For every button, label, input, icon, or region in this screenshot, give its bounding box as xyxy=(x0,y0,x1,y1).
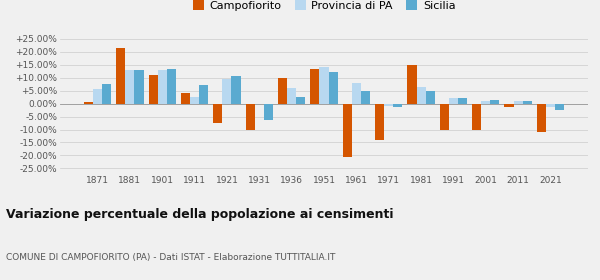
Bar xyxy=(223,79,232,104)
Bar xyxy=(555,104,564,110)
Bar xyxy=(416,87,425,104)
Bar xyxy=(287,88,296,104)
Bar xyxy=(181,93,190,104)
Bar xyxy=(384,104,393,106)
Bar xyxy=(134,70,143,104)
Bar xyxy=(490,100,499,104)
Bar xyxy=(158,70,167,104)
Bar xyxy=(407,65,416,104)
Bar xyxy=(393,104,402,108)
Bar xyxy=(102,84,111,104)
Bar xyxy=(319,67,329,104)
Bar xyxy=(167,69,176,104)
Bar xyxy=(116,48,125,104)
Bar xyxy=(481,101,490,104)
Bar xyxy=(343,104,352,157)
Bar xyxy=(84,102,93,104)
Bar xyxy=(329,73,338,104)
Bar xyxy=(246,104,255,130)
Bar xyxy=(537,104,546,132)
Bar xyxy=(190,97,199,104)
Bar xyxy=(440,104,449,130)
Bar xyxy=(310,69,319,104)
Bar xyxy=(375,104,384,140)
Bar xyxy=(125,70,134,104)
Bar xyxy=(199,85,208,104)
Bar xyxy=(425,91,434,104)
Bar xyxy=(232,76,241,104)
Bar xyxy=(472,104,481,130)
Bar xyxy=(296,97,305,104)
Bar xyxy=(214,104,223,123)
Bar xyxy=(523,101,532,104)
Bar xyxy=(458,98,467,104)
Legend: Campofiorito, Provincia di PA, Sicilia: Campofiorito, Provincia di PA, Sicilia xyxy=(189,0,459,14)
Text: Variazione percentuale della popolazione ai censimenti: Variazione percentuale della popolazione… xyxy=(6,208,394,221)
Bar xyxy=(149,75,158,104)
Bar xyxy=(361,91,370,104)
Bar xyxy=(505,104,514,108)
Bar xyxy=(278,78,287,104)
Bar xyxy=(264,104,273,120)
Bar xyxy=(514,101,523,104)
Bar xyxy=(352,83,361,104)
Text: COMUNE DI CAMPOFIORITO (PA) - Dati ISTAT - Elaborazione TUTTITALIA.IT: COMUNE DI CAMPOFIORITO (PA) - Dati ISTAT… xyxy=(6,253,335,262)
Bar xyxy=(93,89,102,104)
Bar xyxy=(449,98,458,104)
Bar xyxy=(546,104,555,108)
